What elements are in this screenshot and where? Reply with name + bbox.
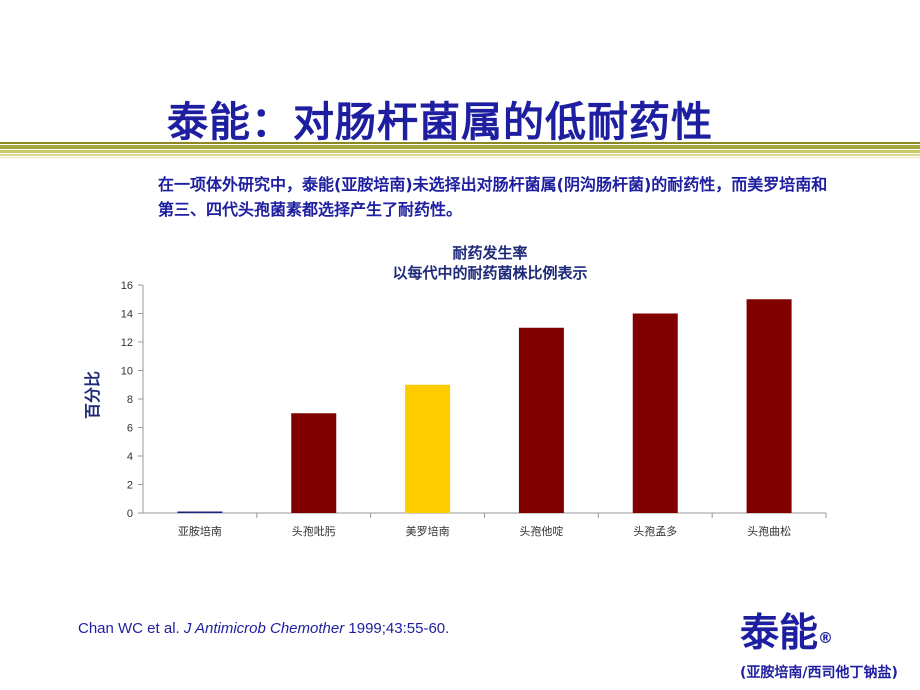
citation-details: 1999;43:55-60.	[344, 620, 450, 637]
x-tick-label: 头孢孟多	[633, 524, 677, 538]
brand-generic-name: (亚胺培南/西司他丁钠盐)	[740, 665, 898, 681]
bar-3	[405, 384, 451, 513]
registered-mark: ®	[818, 629, 834, 647]
chart-title: 耐药发生率 以每代中的耐药菌株比例表示	[290, 243, 690, 283]
citation: Chan WC et al. J Antimicrob Chemother 19…	[78, 620, 449, 637]
bar-4	[518, 327, 564, 513]
y-tick-label: 16	[121, 280, 133, 292]
x-tick-label: 头孢吡肟	[292, 525, 336, 538]
y-tick-label: 14	[121, 309, 133, 321]
y-tick-label: 0	[127, 508, 133, 520]
x-tick-label: 头孢他啶	[519, 524, 563, 538]
y-tick-label: 6	[127, 423, 133, 435]
citation-journal: J Antimicrob Chemother	[183, 620, 345, 637]
y-tick-label: 4	[127, 451, 133, 463]
bar-1	[177, 511, 223, 513]
chart-title-line-2: 以每代中的耐药菌株比例表示	[392, 264, 588, 282]
slide-subtitle: 在一项体外研究中，泰能(亚胺培南)未选择出对肠杆菌属(阴沟肠杆菌)的耐药性，而美…	[158, 175, 828, 219]
bar-6	[746, 299, 792, 513]
bar-5	[632, 313, 678, 513]
slide-title: 泰能：对肠杆菌属的低耐药性	[167, 98, 713, 146]
y-tick-label: 2	[127, 480, 133, 492]
bar-2	[291, 413, 337, 513]
y-tick-label: 12	[121, 337, 133, 349]
brand-logo: 泰能®	[740, 612, 833, 656]
chart-title-line-1: 耐药发生率	[452, 244, 528, 262]
y-tick-label: 10	[121, 366, 133, 378]
citation-authors: Chan WC et al.	[78, 620, 184, 637]
y-tick-label: 8	[127, 394, 133, 406]
x-tick-label: 亚胺培南	[178, 524, 222, 538]
brand-name: 泰能	[740, 611, 819, 656]
title-divider	[0, 142, 920, 160]
x-tick-label: 头孢曲松	[747, 524, 791, 538]
x-tick-label: 美罗培南	[406, 524, 450, 538]
